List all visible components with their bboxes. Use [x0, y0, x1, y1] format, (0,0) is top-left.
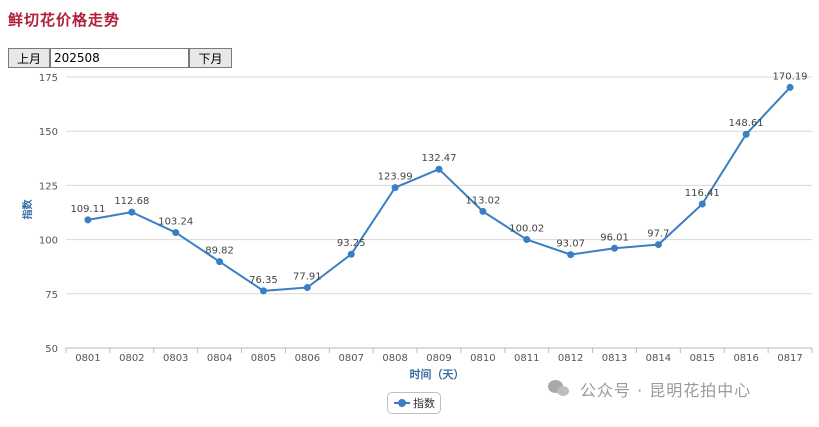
data-label: 148.61 — [729, 118, 764, 129]
data-label: 97.7 — [647, 229, 669, 240]
x-axis-title: 时间（天） — [410, 367, 465, 381]
month-input[interactable] — [50, 48, 189, 68]
x-tick-label: 0807 — [339, 353, 364, 364]
prev-month-button[interactable]: 上月 — [8, 48, 50, 68]
data-label: 116.41 — [685, 188, 720, 199]
legend-marker-icon — [394, 398, 410, 408]
y-tick-label: 125 — [39, 181, 58, 192]
x-tick-label: 0801 — [75, 353, 100, 364]
x-tick-label: 0803 — [163, 353, 188, 364]
data-label: 100.02 — [509, 224, 544, 235]
data-label: 77.91 — [293, 271, 322, 282]
y-tick-label: 100 — [39, 236, 58, 247]
data-point — [786, 83, 794, 91]
x-tick-label: 0802 — [119, 353, 144, 364]
data-point — [523, 236, 531, 244]
data-point — [742, 130, 750, 138]
x-tick-label: 0816 — [733, 353, 758, 364]
x-tick-label: 0806 — [295, 353, 320, 364]
data-label: 103.24 — [158, 217, 193, 228]
data-label: 170.19 — [773, 71, 808, 82]
data-point — [128, 208, 136, 216]
x-tick-label: 0805 — [251, 353, 276, 364]
x-tick-label: 0809 — [426, 353, 451, 364]
data-point — [567, 251, 575, 259]
data-point — [479, 207, 487, 215]
data-label: 89.82 — [205, 246, 234, 257]
data-label: 93.25 — [337, 238, 366, 249]
y-tick-label: 150 — [39, 127, 58, 138]
data-point — [259, 287, 267, 295]
data-point — [216, 258, 224, 266]
data-label: 93.07 — [556, 239, 585, 250]
x-tick-label: 0811 — [514, 353, 539, 364]
data-point — [435, 165, 443, 173]
watermark: 公众号 · 昆明花拍中心 — [548, 377, 751, 401]
next-month-button[interactable]: 下月 — [189, 48, 232, 68]
data-point — [698, 200, 706, 208]
y-tick-label: 75 — [45, 290, 58, 301]
data-label: 109.11 — [70, 204, 105, 215]
x-tick-label: 0808 — [382, 353, 407, 364]
data-point — [391, 184, 399, 192]
data-point — [654, 241, 662, 249]
legend-label: 指数 — [413, 397, 435, 410]
page-title: 鲜切花价格走势 — [8, 11, 121, 29]
x-tick-label: 0817 — [777, 353, 802, 364]
data-label: 123.99 — [378, 172, 413, 183]
data-point — [347, 250, 355, 258]
y-tick-label: 50 — [45, 344, 58, 355]
x-tick-label: 0813 — [602, 353, 627, 364]
data-label: 96.01 — [600, 232, 629, 243]
y-axis-title: 指数 — [21, 199, 34, 220]
data-point — [84, 216, 92, 224]
data-point — [611, 244, 619, 252]
data-point — [172, 229, 180, 237]
data-label: 112.68 — [114, 196, 149, 207]
x-tick-label: 0804 — [207, 353, 232, 364]
x-tick-label: 0812 — [558, 353, 583, 364]
watermark-text: 公众号 · 昆明花拍中心 — [580, 381, 752, 400]
y-tick-label: 175 — [39, 73, 58, 84]
data-point — [303, 283, 311, 291]
data-label: 113.02 — [465, 195, 500, 206]
wechat-icon — [548, 380, 570, 398]
data-label: 76.35 — [249, 275, 278, 286]
chart-legend[interactable]: 指数 — [387, 392, 441, 414]
x-tick-label: 0810 — [470, 353, 495, 364]
data-label: 132.47 — [422, 153, 457, 164]
x-tick-label: 0814 — [646, 353, 671, 364]
x-tick-label: 0815 — [690, 353, 715, 364]
